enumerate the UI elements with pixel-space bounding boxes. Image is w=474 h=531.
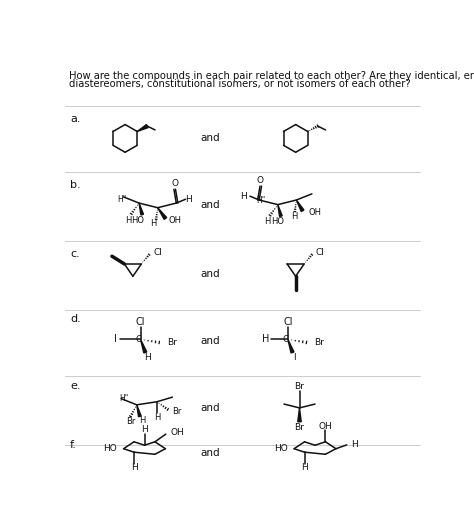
Text: H: H [185, 195, 192, 204]
Text: Br: Br [167, 338, 177, 347]
Text: Cl: Cl [136, 318, 146, 328]
Text: e.: e. [70, 381, 81, 391]
Text: O: O [171, 179, 178, 189]
Text: H: H [125, 216, 131, 225]
Text: HO: HO [271, 217, 284, 226]
Text: c.: c. [70, 249, 80, 259]
Text: Cl: Cl [283, 318, 292, 328]
Text: OH: OH [171, 428, 184, 437]
Text: H": H" [256, 196, 265, 205]
Text: Cl: Cl [153, 248, 162, 257]
Text: O: O [256, 176, 264, 185]
Text: HO: HO [274, 444, 288, 453]
Text: H: H [131, 463, 137, 472]
Text: Br: Br [294, 382, 304, 391]
Text: Cl: Cl [316, 248, 325, 257]
Text: H: H [141, 425, 148, 434]
Polygon shape [137, 405, 141, 417]
Text: I: I [293, 353, 296, 362]
Text: and: and [201, 200, 220, 210]
Text: and: and [201, 269, 220, 279]
Polygon shape [288, 339, 294, 353]
Text: H: H [151, 219, 157, 228]
Text: Br: Br [126, 416, 135, 425]
Polygon shape [298, 408, 301, 422]
Text: OH: OH [169, 216, 182, 225]
Text: OH: OH [319, 422, 332, 431]
Text: Br: Br [173, 407, 182, 416]
Text: OH: OH [309, 208, 322, 217]
Text: and: and [201, 448, 220, 458]
Text: H: H [263, 335, 270, 345]
Text: H: H [264, 217, 270, 226]
Text: I: I [114, 335, 117, 345]
Text: Br: Br [294, 423, 304, 432]
Polygon shape [141, 339, 147, 353]
Polygon shape [158, 208, 167, 219]
Text: diastereomers, constitutional isomers, or not isomers of each other?: diastereomers, constitutional isomers, o… [69, 79, 410, 89]
Text: C: C [283, 335, 289, 344]
Text: H: H [144, 353, 151, 362]
Text: d.: d. [70, 314, 81, 324]
Text: H: H [240, 192, 247, 201]
Text: H: H [301, 463, 308, 472]
Polygon shape [137, 125, 148, 132]
Text: and: and [201, 133, 220, 143]
Polygon shape [139, 203, 144, 215]
Text: f.: f. [70, 440, 77, 450]
Text: C: C [135, 335, 141, 344]
Text: and: and [201, 336, 220, 346]
Polygon shape [296, 200, 304, 211]
Text: H": H" [119, 394, 128, 403]
Polygon shape [278, 204, 282, 217]
Text: H": H" [118, 195, 127, 204]
Text: HO: HO [131, 216, 144, 225]
Text: a.: a. [70, 114, 81, 124]
Text: H: H [351, 440, 358, 449]
Text: Br: Br [314, 338, 324, 347]
Text: b.: b. [70, 179, 81, 190]
Text: H: H [291, 212, 297, 221]
Text: How are the compounds in each pair related to each other? Are they identical, en: How are the compounds in each pair relat… [69, 71, 474, 81]
Text: HO: HO [104, 444, 118, 453]
Text: H: H [154, 413, 160, 422]
Text: H: H [139, 416, 146, 425]
Text: and: and [201, 403, 220, 413]
